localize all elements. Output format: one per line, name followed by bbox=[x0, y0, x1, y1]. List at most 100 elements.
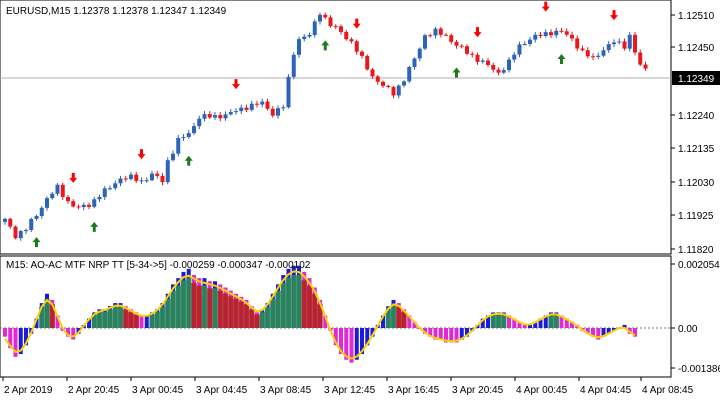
candle-body bbox=[29, 218, 34, 231]
histogram-band bbox=[170, 290, 176, 328]
histogram-bar bbox=[444, 328, 448, 343]
histogram-band bbox=[196, 285, 202, 328]
histogram-band bbox=[259, 312, 265, 328]
candle-body bbox=[381, 81, 385, 86]
candle-body bbox=[129, 174, 133, 180]
candle-body bbox=[45, 198, 49, 208]
histogram-bar bbox=[591, 328, 595, 337]
histogram-bar bbox=[454, 328, 459, 343]
candle-body bbox=[585, 50, 590, 57]
candle-body bbox=[417, 48, 422, 59]
up-arrow-icon bbox=[32, 237, 41, 248]
price-panel[interactable]: EURUSD,M15 1.12378 1.12378 1.12347 1.123… bbox=[0, 0, 672, 255]
candle-body bbox=[491, 64, 496, 70]
histogram-bar bbox=[543, 315, 548, 328]
histogram-bar bbox=[517, 321, 522, 328]
candle-body bbox=[465, 46, 469, 54]
histogram-bar bbox=[365, 328, 370, 346]
candle-body bbox=[643, 64, 648, 69]
price-tick-label: 1.12510 bbox=[678, 11, 715, 22]
candle-body bbox=[428, 35, 433, 37]
up-arrow-icon bbox=[184, 155, 193, 166]
candle-body bbox=[50, 193, 55, 199]
candle-body bbox=[171, 153, 175, 161]
down-arrow-icon bbox=[610, 10, 618, 21]
histogram-bar bbox=[528, 324, 532, 328]
histogram-bar bbox=[66, 328, 70, 337]
candle-body bbox=[66, 196, 70, 202]
histogram-bar bbox=[144, 315, 149, 328]
histogram-band bbox=[180, 280, 187, 328]
histogram-bar bbox=[449, 328, 454, 343]
histogram-band bbox=[222, 293, 229, 328]
candle-body bbox=[323, 14, 328, 18]
candle-body bbox=[302, 36, 307, 40]
candle-body bbox=[307, 34, 312, 37]
candle-body bbox=[423, 35, 427, 49]
histogram-band bbox=[401, 312, 407, 328]
candle-body bbox=[244, 107, 249, 110]
candle-body bbox=[549, 32, 553, 36]
candle-body bbox=[517, 44, 522, 55]
histogram-bar bbox=[633, 328, 637, 337]
time-tick-label: 4 Apr 08:45 bbox=[642, 385, 694, 396]
candle-body bbox=[92, 199, 97, 207]
candle-body bbox=[438, 28, 443, 35]
indicator-title: M15: AO-AC MTF NRP TT [5-34->5] -0.00025… bbox=[6, 260, 311, 271]
time-tick-label: 3 Apr 00:45 bbox=[132, 385, 184, 396]
histogram-band bbox=[312, 293, 318, 328]
candle-body bbox=[601, 50, 606, 56]
candle-body bbox=[449, 35, 454, 42]
histogram-band bbox=[175, 285, 181, 328]
histogram-bar bbox=[354, 328, 359, 360]
candle-body bbox=[475, 54, 480, 62]
histogram-band bbox=[102, 312, 108, 328]
histogram-bar bbox=[87, 318, 91, 328]
histogram-bar bbox=[465, 328, 469, 337]
histogram-band bbox=[396, 306, 402, 328]
time-axis: 2 Apr 2019 2 Apr 20:45 3 Apr 00:45 3 Apr 04… bbox=[2, 377, 694, 396]
candle-body bbox=[365, 55, 370, 70]
candle-body bbox=[207, 114, 212, 118]
histogram-band bbox=[44, 298, 50, 328]
candle-body bbox=[559, 30, 564, 32]
histogram-bar bbox=[8, 328, 13, 349]
histogram-bar bbox=[428, 328, 433, 337]
candle-body bbox=[186, 133, 191, 138]
candle-body bbox=[113, 183, 118, 189]
histogram-bar bbox=[438, 328, 443, 340]
histogram-band bbox=[149, 314, 155, 328]
indicator-panel[interactable]: M15: AO-AC MTF NRP TT [5-34->5] -0.00025… bbox=[0, 255, 672, 378]
histogram-band bbox=[228, 296, 234, 328]
time-tick-label: 4 Apr 04:45 bbox=[580, 385, 632, 396]
candle-body bbox=[318, 14, 322, 22]
candle-body bbox=[108, 188, 112, 190]
candle-body bbox=[386, 85, 391, 88]
histogram-band bbox=[275, 290, 281, 328]
candle-body bbox=[55, 184, 60, 194]
candle-body bbox=[18, 231, 23, 239]
histogram-bar bbox=[333, 328, 338, 346]
candle-body bbox=[396, 85, 401, 96]
histogram-band bbox=[91, 314, 97, 328]
candle-body bbox=[176, 137, 181, 154]
histogram-band bbox=[186, 277, 192, 328]
price-panel-frame bbox=[0, 0, 672, 255]
histogram-bar bbox=[480, 318, 485, 328]
current-price-tag bbox=[672, 71, 720, 85]
candle-body bbox=[633, 34, 637, 53]
histogram-bar bbox=[564, 318, 569, 328]
price-tick-label: 1.12030 bbox=[678, 178, 715, 189]
histogram-bar bbox=[570, 321, 574, 328]
histogram-bar bbox=[344, 328, 349, 360]
histogram-band bbox=[306, 285, 313, 328]
histogram-band bbox=[270, 298, 276, 328]
histogram-band bbox=[254, 314, 260, 328]
candle-body bbox=[554, 30, 559, 36]
candle-body bbox=[71, 201, 76, 207]
histogram-band bbox=[243, 304, 250, 328]
histogram-bar bbox=[538, 318, 543, 328]
indicator-tick-label: 0.002054 bbox=[678, 260, 720, 271]
